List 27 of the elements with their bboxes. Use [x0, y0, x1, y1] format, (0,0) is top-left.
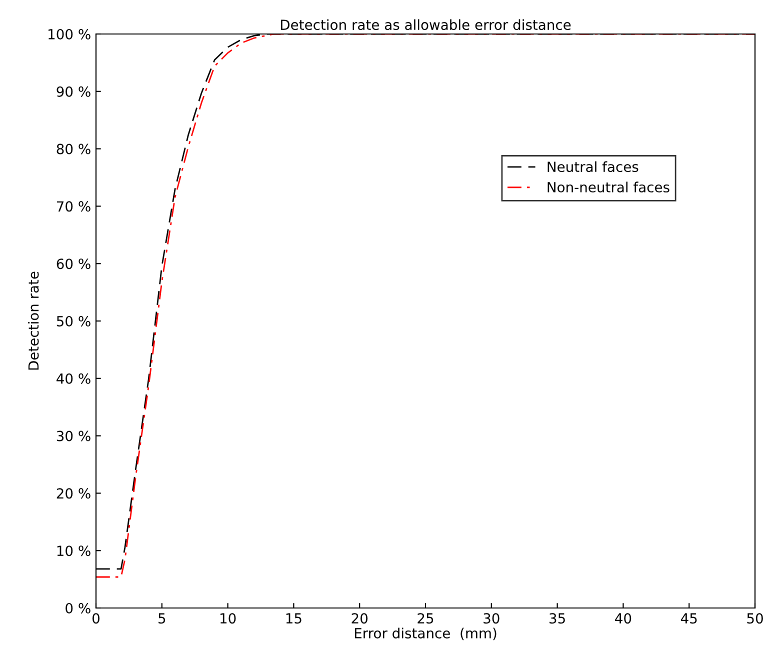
y-tick-label: 50 %: [56, 316, 90, 326]
x-tick-label: 5: [158, 613, 166, 624]
x-tick-label: 15: [286, 613, 302, 624]
y-tick-label: 30 %: [56, 430, 90, 442]
x-tick-label: 30: [484, 613, 500, 624]
x-tick-label: 10: [220, 613, 236, 624]
x-tick-label: 50: [747, 613, 763, 624]
x-tick-label: 20: [352, 613, 368, 624]
legend-label: Non-neutral faces: [548, 182, 670, 192]
y-tick-label: 40 %: [56, 373, 90, 384]
y-tick-label: 20 %: [56, 488, 90, 499]
y-tick-label: 0 %: [66, 602, 90, 614]
y-tick-label: 100 %: [48, 28, 90, 40]
x-tick-label: 0: [92, 613, 100, 624]
y-tick-label: 90 %: [56, 86, 90, 97]
y-tick-label: 70 %: [56, 201, 90, 212]
x-tick-label: 25: [418, 613, 434, 624]
y-axis-title: Detection rate: [28, 272, 39, 370]
x-tick-label: 35: [550, 613, 565, 624]
y-tick-label: 60 %: [56, 258, 90, 270]
chart-title: Detection rate as allowable error distance: [280, 19, 571, 30]
y-tick-label: 80 %: [56, 144, 90, 154]
x-tick-label: 45: [680, 613, 697, 624]
x-axis-title: Error distance (mm): [354, 628, 496, 640]
x-tick-label: 40: [615, 613, 632, 624]
legend-label: Neutral faces: [548, 161, 638, 172]
y-tick-label: 10 %: [57, 546, 90, 556]
